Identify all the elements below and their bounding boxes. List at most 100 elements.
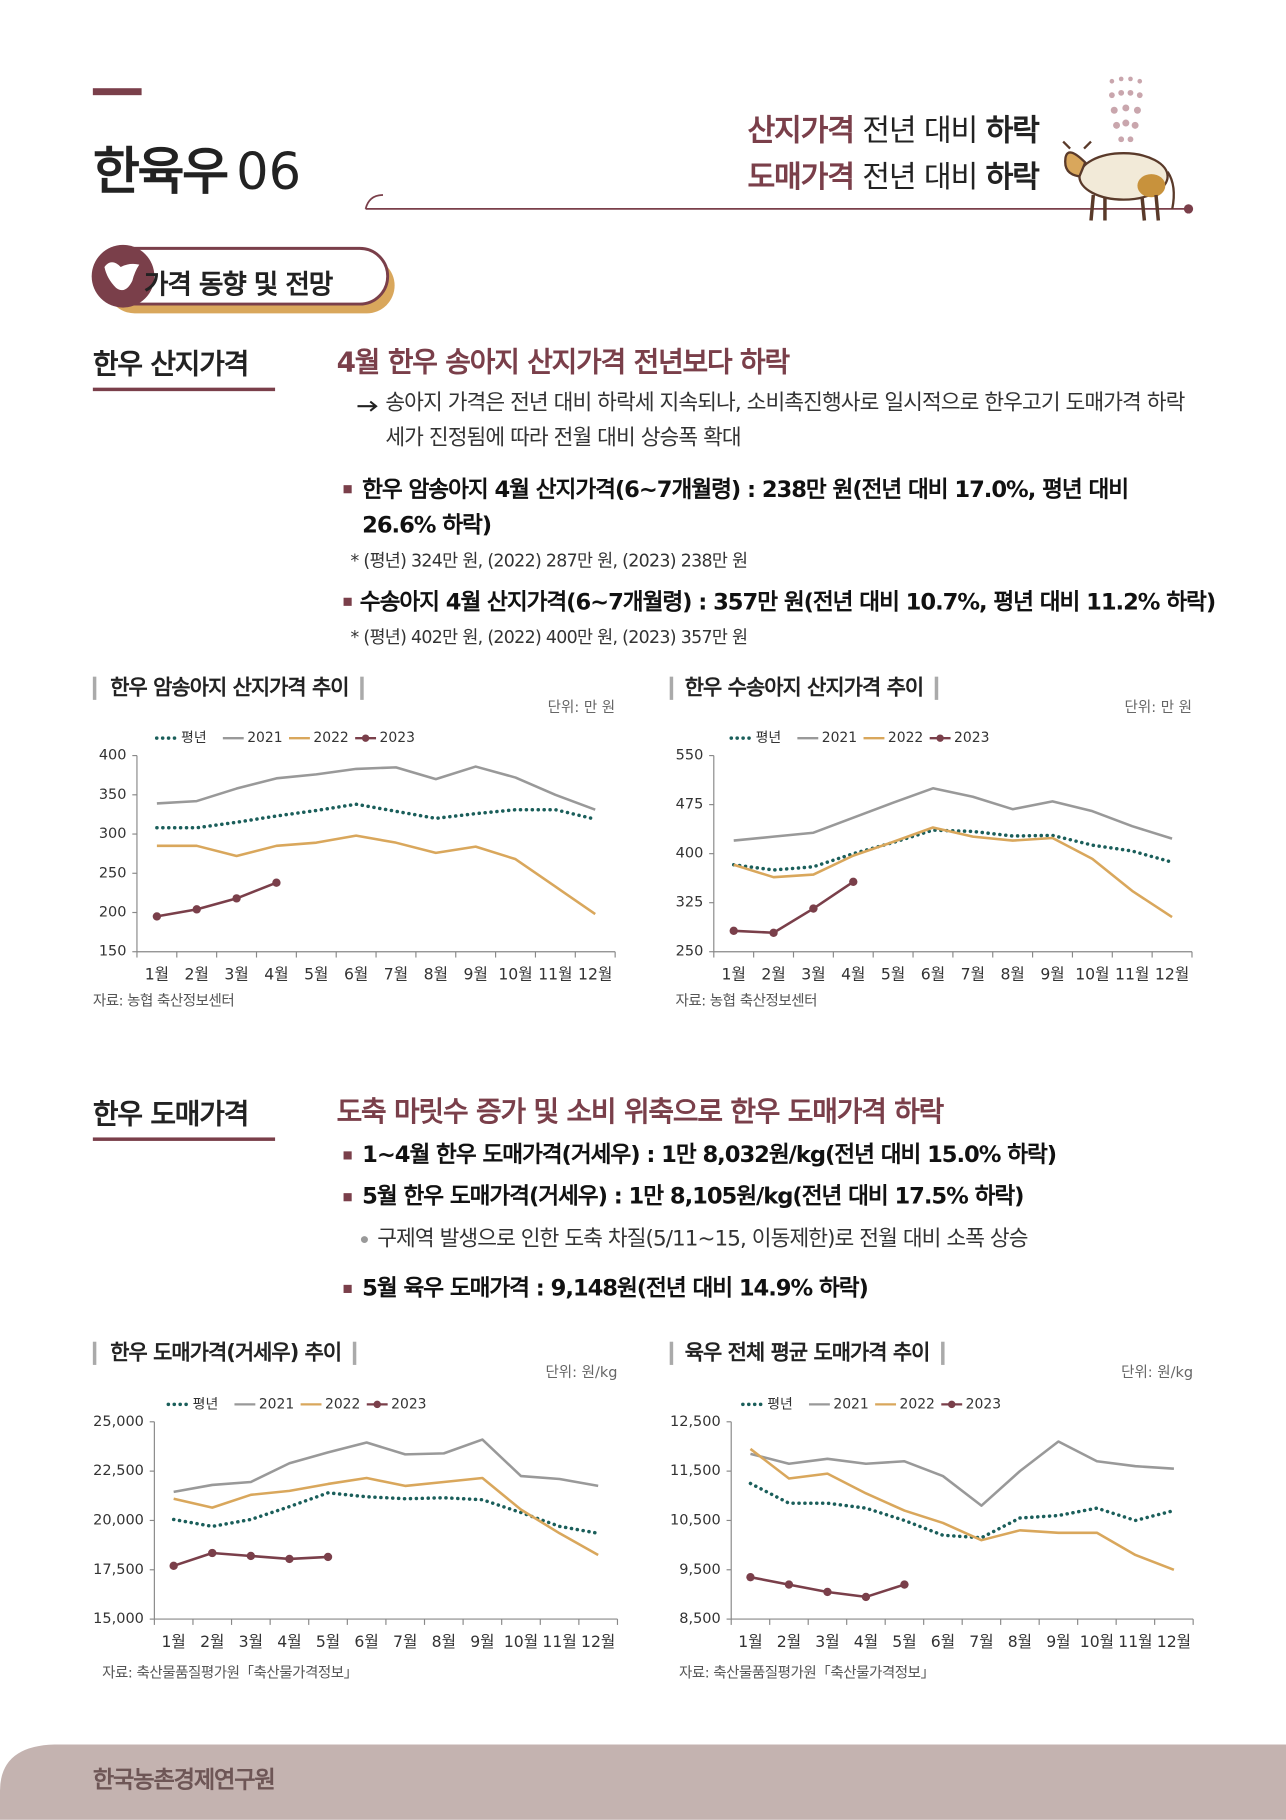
x-tick-label: 10월: [504, 1632, 538, 1651]
title-bar: [92, 676, 97, 700]
x-tick-label: 5월: [881, 964, 905, 983]
series-line: [155, 802, 597, 830]
sub-bullet-dot: [360, 1236, 368, 1244]
summary-item: 도매가격: [747, 160, 855, 195]
series-marker: [729, 926, 738, 935]
y-tick-label: 11,500: [670, 1463, 721, 1479]
x-tick-label: 8월: [1008, 1632, 1032, 1651]
series-line: [748, 1481, 1176, 1540]
bullet-square: [343, 597, 352, 606]
summary-text: 전년 대비: [862, 113, 978, 149]
header-dot: [1183, 204, 1194, 214]
title-text: 한육우: [92, 142, 229, 202]
x-tick-label: 2월: [200, 1632, 224, 1651]
y-tick-label: 20,000: [93, 1512, 144, 1528]
title-bar: [669, 1341, 674, 1365]
x-tick-label: 11월: [1115, 964, 1149, 983]
chart-unit: 단위: 만 원: [548, 699, 615, 716]
y-tick-label: 12,500: [670, 1414, 721, 1430]
chart-unit: 단위: 만 원: [1125, 699, 1192, 716]
x-tick-label: 9월: [1040, 964, 1064, 983]
section-underline: [92, 1137, 276, 1141]
x-tick-label: 7월: [969, 1632, 993, 1651]
x-tick-label: 1월: [722, 964, 746, 983]
legend-label: 2021: [822, 730, 857, 746]
x-tick-label: 6월: [354, 1632, 378, 1651]
legend-label: 2021: [259, 1396, 294, 1412]
x-tick-label: 1월: [145, 964, 169, 983]
chart-unit: 단위: 원/kg: [1121, 1364, 1193, 1381]
bullet-square: [343, 485, 352, 494]
summary-result: 하락: [985, 160, 1040, 195]
x-tick-label: 6월: [344, 964, 368, 983]
y-tick-label: 150: [99, 944, 127, 960]
y-tick-label: 25,000: [93, 1414, 144, 1430]
y-tick-label: 17,500: [93, 1562, 144, 1578]
summary-item: 산지가격: [747, 113, 855, 149]
y-tick-label: 22,500: [93, 1463, 144, 1479]
series-marker: [232, 894, 241, 903]
series-line: [733, 826, 1173, 919]
arrow-text: 송아지 가격은 전년 대비 하락세 지속되나, 소비촉진행사로 일시적으로 한우…: [385, 391, 1185, 451]
y-tick-label: 200: [99, 905, 127, 921]
x-tick-label: 7월: [961, 964, 985, 983]
x-tick-label: 9월: [1046, 1632, 1070, 1651]
series-marker: [285, 1554, 294, 1564]
legend-marker: [948, 1400, 956, 1409]
bullet-square: [343, 1193, 352, 1202]
chart-source: 자료: 축산물품질평가원「축산물가격정보」: [679, 1665, 935, 1682]
y-tick-label: 250: [99, 865, 127, 881]
chart-title: 한우 수송아지 산지가격 추이: [685, 675, 923, 699]
series-marker: [784, 1580, 794, 1589]
x-tick-label: 5월: [316, 1632, 340, 1651]
x-tick-label: 3월: [815, 1632, 839, 1651]
y-tick-label: 400: [99, 748, 127, 764]
chart-source: 자료: 농협 축산정보센터: [93, 993, 234, 1010]
y-tick-label: 250: [676, 944, 704, 960]
x-tick-label: 11월: [538, 964, 572, 983]
legend-label: 2022: [325, 1396, 360, 1412]
x-tick-label: 1월: [738, 1632, 762, 1651]
series-marker: [823, 1587, 832, 1597]
x-tick-label: 8월: [1000, 964, 1024, 983]
legend-label: 2022: [900, 1396, 935, 1412]
series-line: [733, 880, 854, 935]
chart-title: 육우 전체 평균 도매가격 추이: [685, 1340, 930, 1364]
x-tick-label: 4월: [264, 964, 288, 983]
bullet-square: [343, 1284, 352, 1293]
chart-title: 한우 도매가격(거세우) 추이: [110, 1340, 341, 1364]
section-label: 한우 도매가격: [92, 1097, 250, 1131]
title-bar: [352, 1341, 357, 1365]
header-bar: [92, 88, 142, 96]
y-tick-label: 325: [676, 895, 704, 911]
series-marker: [152, 912, 162, 921]
series-marker: [900, 1580, 909, 1589]
series-marker: [272, 878, 281, 887]
page-title: 한육우 06: [93, 130, 301, 204]
section-label: 한우 산지가격: [92, 348, 250, 381]
legend-label: 평년: [756, 730, 782, 746]
x-tick-label: 12월: [581, 1632, 615, 1651]
sub-note: 구제역 발생으로 인한 도축 차질(5/11~15, 이동제한)로 전월 대비 …: [377, 1226, 1028, 1252]
x-tick-label: 12월: [1157, 1632, 1191, 1651]
x-tick-label: 4월: [854, 1632, 878, 1651]
series-line: [156, 765, 596, 811]
bullet-note: * (평년) 402만 원, (2022) 400만 원, (2023) 357…: [350, 626, 749, 648]
x-tick-label: 3월: [239, 1632, 263, 1651]
title-bar: [934, 676, 939, 700]
bullet-text: 수송아지 4월 산지가격(6~7개월령) : 357만 원(전년 대비 10.7…: [359, 588, 1216, 616]
y-tick-label: 10,500: [670, 1512, 721, 1528]
series-marker: [769, 928, 778, 937]
series-line: [173, 1476, 599, 1557]
section-headline: 4월 한우 송아지 산지가격 전년보다 하락: [336, 345, 791, 379]
series-marker: [849, 877, 858, 886]
legend-label: 2023: [380, 730, 415, 746]
bullet-text: 5월 한우 도매가격(거세우) : 1만 8,105원/kg(전년 대비 17.…: [362, 1182, 1024, 1210]
legend-label: 2023: [391, 1396, 426, 1412]
legend-label: 평년: [193, 1396, 219, 1412]
wheat-pattern: [1109, 76, 1143, 143]
y-tick-label: 9,500: [679, 1562, 721, 1578]
y-tick-label: 475: [676, 797, 704, 813]
